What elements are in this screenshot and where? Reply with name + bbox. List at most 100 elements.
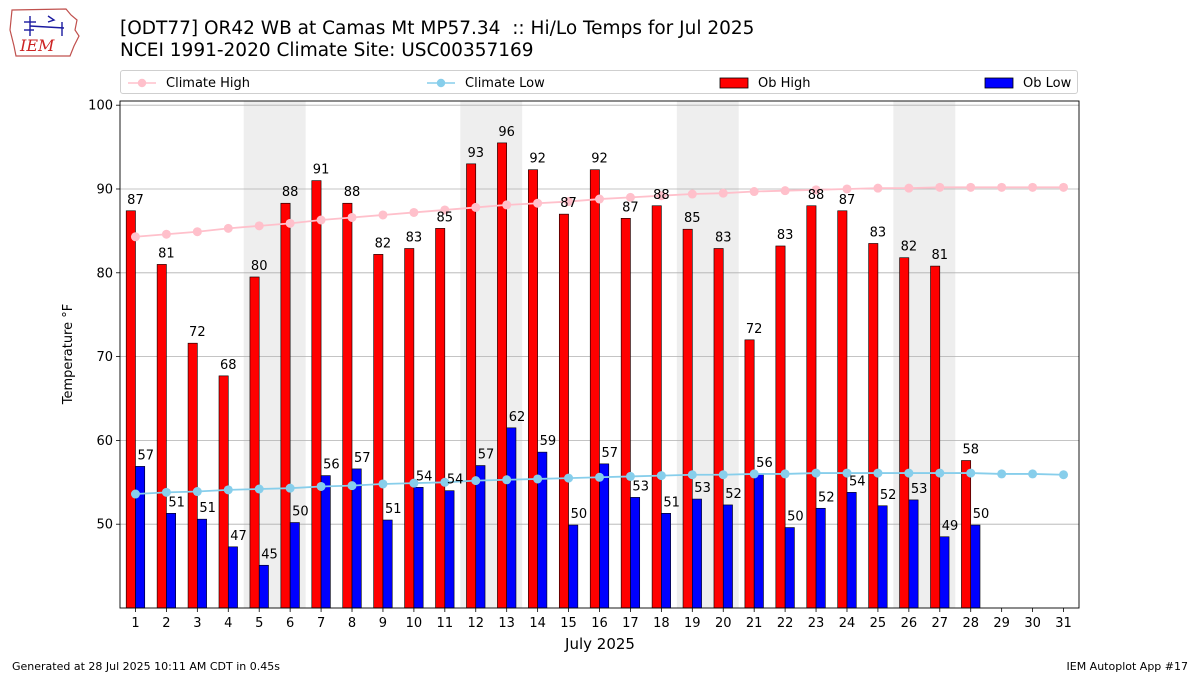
ob-low-bar bbox=[692, 498, 702, 609]
x-tick-label: 3 bbox=[193, 616, 201, 631]
climate-high-point bbox=[285, 218, 295, 228]
ob-high-bar bbox=[868, 243, 879, 609]
ob-low-value-label: 59 bbox=[540, 434, 557, 449]
climate-low-point bbox=[595, 472, 604, 482]
x-tick-label: 15 bbox=[560, 616, 577, 631]
climate-low-point bbox=[718, 470, 728, 480]
climate-high-point bbox=[471, 202, 481, 212]
ob-high-bar bbox=[187, 342, 198, 609]
x-tick-label: 31 bbox=[1055, 616, 1072, 631]
x-tick-label: 30 bbox=[1024, 616, 1041, 631]
x-tick-label: 8 bbox=[348, 616, 356, 631]
chart-subtitle: NCEI 1991-2020 Climate Site: USC00357169 bbox=[120, 40, 534, 61]
climate-high-point bbox=[749, 187, 759, 197]
ob-high-value-label: 91 bbox=[313, 163, 330, 178]
ob-high-bar bbox=[466, 163, 477, 609]
y-tick-label: 50 bbox=[96, 518, 113, 533]
x-tick-label: 9 bbox=[379, 616, 387, 631]
climate-low-point bbox=[1059, 470, 1069, 480]
ob-low-bar bbox=[846, 492, 857, 609]
ob-high-value-label: 88 bbox=[344, 185, 361, 200]
ob-low-value-label: 51 bbox=[385, 502, 402, 517]
legend-item-ob-high: Ob High bbox=[719, 74, 811, 92]
ob-low-value-label: 57 bbox=[478, 448, 495, 463]
chart-title: [ODT77] OR42 WB at Camas Mt MP57.34 :: H… bbox=[120, 18, 755, 39]
legend-item-climate-high: Climate High bbox=[127, 74, 250, 92]
y-tick-label: 100 bbox=[88, 99, 113, 114]
y-tick-label: 70 bbox=[96, 350, 113, 365]
ob-low-bar bbox=[413, 487, 424, 609]
legend-item-ob-low: Ob Low bbox=[984, 74, 1071, 92]
climate-low-point bbox=[842, 468, 852, 478]
ob-low-bar bbox=[166, 513, 176, 609]
ob-low-value-label: 51 bbox=[663, 495, 680, 510]
climate-low-point bbox=[471, 476, 481, 486]
legend-label: Climate Low bbox=[465, 75, 545, 91]
ob-low-bar bbox=[599, 463, 610, 609]
climate-low-point bbox=[285, 483, 295, 493]
climate-high-point bbox=[687, 189, 697, 199]
ob-high-value-label: 88 bbox=[653, 188, 670, 203]
legend-label: Ob High bbox=[758, 75, 811, 91]
legend-item-climate-low: Climate Low bbox=[426, 74, 545, 92]
bar-value-labels: 87 81 72 68 80 88 91 88 82 83 85 93 96 92 87 92 87 88 85 83… bbox=[127, 125, 989, 562]
ob-low-value-label: 54 bbox=[849, 474, 866, 489]
ob-high-value-label: 80 bbox=[251, 259, 268, 274]
climate-low-point bbox=[130, 489, 140, 499]
ob-high-bar bbox=[899, 257, 910, 609]
climate-high-point bbox=[718, 188, 728, 198]
climate-high-point bbox=[842, 184, 852, 194]
ob-low-bar bbox=[753, 473, 764, 609]
x-tick-label: 28 bbox=[962, 616, 979, 631]
ob-low-bar bbox=[506, 427, 517, 609]
ob-high-bar bbox=[342, 202, 353, 609]
x-tick-label: 25 bbox=[870, 616, 887, 631]
ob-low-bar bbox=[784, 527, 795, 609]
x-tick-label: 20 bbox=[715, 616, 732, 631]
climate-high-point bbox=[625, 192, 635, 202]
ob-low-bar bbox=[444, 490, 455, 609]
ob-low-value-label: 56 bbox=[756, 456, 773, 471]
climate-high-point bbox=[997, 182, 1007, 192]
climate-low-point bbox=[192, 487, 202, 497]
climate-lines bbox=[130, 182, 1069, 499]
ob-low-value-label: 52 bbox=[880, 488, 897, 503]
ob-low-bar bbox=[258, 564, 269, 609]
ob-high-value-label: 87 bbox=[839, 193, 856, 208]
ob-low-bar bbox=[815, 507, 826, 609]
iowa-state-outline bbox=[9, 8, 80, 57]
x-axis-title: July 2025 bbox=[564, 635, 635, 653]
climate-high-point bbox=[1059, 182, 1069, 192]
climate-high-point bbox=[904, 183, 914, 193]
ob-high-bar bbox=[125, 210, 136, 609]
ob-high-value-label: 58 bbox=[962, 443, 979, 458]
climate-low-point bbox=[347, 481, 357, 491]
legend-label: Ob Low bbox=[1023, 75, 1072, 91]
ob-high-bar bbox=[528, 169, 538, 609]
ob-low-value-label: 52 bbox=[725, 487, 742, 502]
x-tick-label: 29 bbox=[993, 616, 1010, 631]
ob-high-value-label: 92 bbox=[529, 152, 546, 167]
ob-high-bar bbox=[249, 276, 260, 609]
climate-low-point bbox=[440, 477, 450, 487]
climate-high-point bbox=[811, 185, 821, 195]
climate-low-point bbox=[935, 468, 945, 478]
ob-low-value-label: 50 bbox=[292, 505, 309, 520]
x-tick-label: 27 bbox=[932, 616, 949, 631]
climate-high-point bbox=[1028, 182, 1038, 192]
ob-low-bar bbox=[568, 524, 579, 609]
bars bbox=[125, 142, 981, 609]
ob-high-bar bbox=[558, 213, 569, 609]
ob-high-bar bbox=[775, 245, 786, 609]
ob-low-value-label: 47 bbox=[230, 529, 247, 544]
climate-high-point bbox=[223, 223, 233, 233]
ob-low-bar bbox=[382, 519, 393, 609]
legend-label: Climate High bbox=[166, 75, 251, 91]
ob-high-bar bbox=[682, 228, 693, 609]
climate-high-point bbox=[378, 210, 388, 220]
ob-low-value-label: 50 bbox=[571, 507, 588, 522]
ob-low-value-label: 53 bbox=[632, 479, 649, 494]
climate-low-point bbox=[1028, 469, 1038, 479]
